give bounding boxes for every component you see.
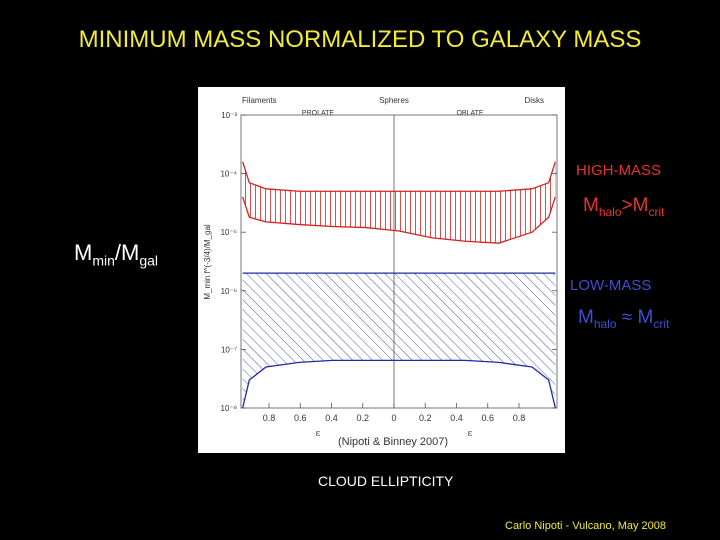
y-tick-label: 10⁻⁷ [221, 345, 237, 354]
high-rel: >M [621, 195, 649, 216]
low-mass-label: LOW-MASS [570, 277, 652, 294]
x-tick-label: 0.6 [481, 413, 494, 423]
upper-curve-high-mass [242, 161, 556, 192]
y-tick-label: 10⁻⁵ [221, 228, 237, 237]
low-sub-crit: crit [653, 316, 670, 331]
y-axis-label-main: Mmin/Mgal [74, 240, 158, 268]
ylabel-sub-gal: gal [139, 252, 159, 269]
spheres-label: Spheres [379, 96, 409, 105]
high-sub-crit: crit [648, 204, 665, 219]
x-tick-label: 0.2 [419, 413, 432, 423]
y-tick-label: 10⁻⁸ [221, 404, 238, 413]
credit: Carlo Nipoti - Vulcano, May 2008 [505, 520, 667, 532]
band-low-mass [242, 273, 556, 408]
filaments-label: Filaments [242, 96, 277, 105]
x-axis-symbol-right: ε [468, 429, 473, 439]
high-sub-halo: halo [598, 204, 622, 219]
y-tick-label: 10⁻³ [221, 111, 237, 120]
x-tick-label: 0 [391, 413, 396, 423]
slide-title: MINIMUM MASS NORMALIZED TO GALAXY MASS [78, 26, 642, 53]
lower-curve-low-mass [242, 359, 556, 408]
oblate-label: OBLATE [456, 110, 483, 117]
x-tick-label: 0.8 [263, 413, 276, 423]
x-tick-label: 0.4 [450, 413, 463, 423]
x-tick-label: 0.6 [294, 413, 307, 423]
x-axis-symbol-left: ε [316, 429, 321, 439]
ylabel-slash: /M [114, 240, 140, 265]
lower-curve-high-mass [242, 196, 556, 244]
high-mass-label: HIGH-MASS [576, 162, 662, 179]
x-tick-label: 0.8 [513, 413, 526, 423]
prolate-label: PROLATE [302, 110, 334, 117]
ellipticity-chart: Filaments Spheres Disks PROLATE OBLATE M… [203, 96, 558, 439]
citation: (Nipoti & Binney 2007) [338, 436, 449, 448]
ylabel-m: M [74, 240, 93, 265]
low-rel: ≈ M [616, 307, 654, 328]
low-mass-condition: Mhalo ≈ Mcrit [578, 307, 669, 331]
figure-panel: Filaments Spheres Disks PROLATE OBLATE M… [198, 87, 565, 453]
y-axis-title: M_min f^(-3/4)/M_gal [203, 224, 212, 300]
high-m: M [583, 195, 599, 216]
ylabel-sub-min: min [92, 252, 115, 269]
x-tick-label: 0.4 [325, 413, 338, 423]
plot-frame [240, 114, 558, 409]
x-tick-label: 0.2 [356, 413, 369, 423]
band-high-mass [242, 161, 556, 244]
disks-label: Disks [524, 96, 544, 105]
y-tick-label: 10⁻⁴ [220, 170, 237, 179]
high-mass-condition: Mhalo>Mcrit [583, 195, 664, 219]
x-axis-label: CLOUD ELLIPTICITY [318, 473, 454, 489]
low-sub-halo: halo [593, 316, 617, 331]
low-m: M [578, 307, 594, 328]
y-tick-label: 10⁻⁶ [221, 287, 237, 296]
